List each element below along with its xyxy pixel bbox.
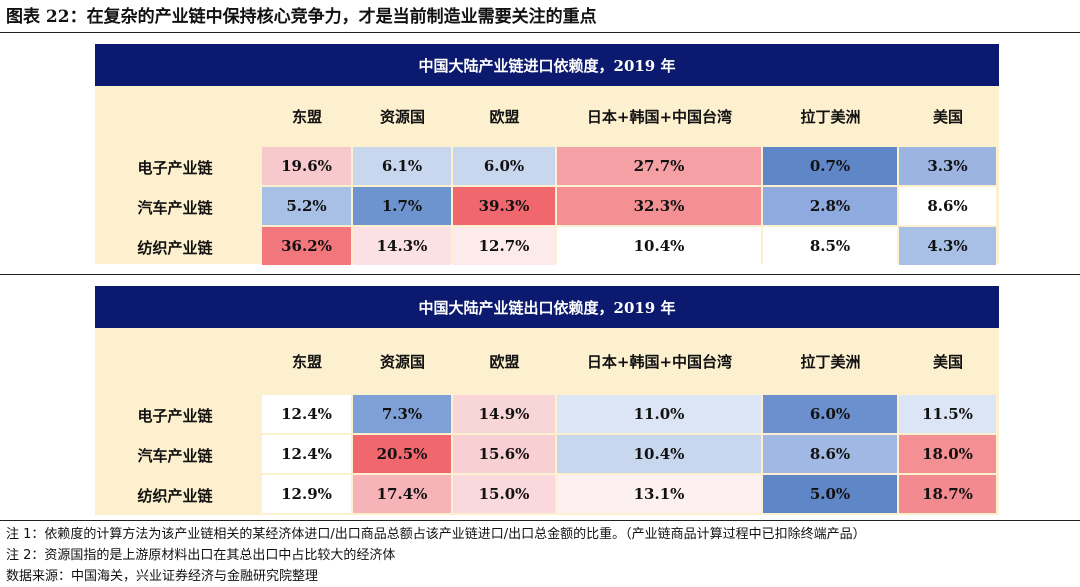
export_table-value-cell: 15.0% (453, 475, 555, 513)
import_table-column-header: 美国 (932, 108, 963, 126)
import_table-value-cell: 10.4% (557, 227, 761, 265)
import_table-value-cell: 12.7% (453, 227, 555, 265)
import_table-column-header: 资源国 (379, 108, 425, 126)
export_table-row-label: 纺织产业链 (137, 486, 213, 505)
import_table-value-cell: 1.7% (353, 187, 451, 225)
export_table-value-cell: 6.0% (763, 395, 897, 433)
export_table-column-header: 拉丁美洲 (800, 353, 861, 371)
import_table-value-cell: 6.0% (453, 147, 555, 185)
export_table-value-cell: 5.0% (763, 475, 897, 513)
export_table-value-cell: 12.9% (262, 475, 351, 513)
export_table-value-cell: 12.4% (262, 395, 351, 433)
import_table-value-cell: 5.2% (262, 187, 351, 225)
top-divider (0, 32, 1080, 33)
export_table-column-header: 东盟 (291, 353, 322, 371)
data-source: 数据来源：中国海关，兴业证券经济与金融研究院整理 (6, 569, 319, 584)
export_table-value-cell: 17.4% (353, 475, 451, 513)
figure-title: 图表 22：在复杂的产业链中保持核心竞争力，才是当前制造业需要关注的重点 (6, 7, 597, 27)
export_table-value-cell: 15.6% (453, 435, 555, 473)
import_table-value-cell: 4.3% (899, 227, 996, 265)
export_table-value-cell: 18.0% (899, 435, 996, 473)
import_table-value-cell: 2.8% (763, 187, 897, 225)
import_table-row-label: 纺织产业链 (137, 238, 213, 257)
import_table-column-header: 拉丁美洲 (800, 108, 861, 126)
import_table-value-cell: 8.5% (763, 227, 897, 265)
import-dependency-table: 中国大陆产业链进口依赖度，2019 年 东盟 资源国 欧盟 日本+韩国+中国台湾 拉丁美… (95, 44, 999, 265)
export_table-value-cell: 11.0% (557, 395, 761, 433)
import_table-value-cell: 14.3% (353, 227, 451, 265)
export_table-column-header: 日本+韩国+中国台湾 (586, 353, 733, 371)
import_table-column-header: 东盟 (291, 108, 322, 126)
import_table-row-label: 汽车产业链 (137, 198, 213, 217)
import-table-title: 中国大陆产业链进口依赖度，2019 年 (95, 44, 999, 86)
note-2: 注 2：资源国指的是上游原材料出口在其总出口中占比较大的经济体 (6, 548, 396, 563)
export_table-value-cell: 7.3% (353, 395, 451, 433)
import_table-value-cell: 36.2% (262, 227, 351, 265)
export_table-value-cell: 12.4% (262, 435, 351, 473)
import_table-value-cell: 32.3% (557, 187, 761, 225)
export_table-row-label: 电子产业链 (137, 406, 213, 425)
import_table-column-header: 欧盟 (489, 108, 520, 126)
export_table-row-label: 汽车产业链 (137, 446, 213, 465)
export_table-value-cell: 11.5% (899, 395, 996, 433)
import_table-column-header: 日本+韩国+中国台湾 (586, 108, 733, 126)
export_table-column-header: 资源国 (379, 353, 425, 371)
export_table-value-cell: 8.6% (763, 435, 897, 473)
export-dependency-table: 中国大陆产业链出口依赖度，2019 年 东盟 资源国 欧盟 日本+韩国+中国台湾 拉丁美… (95, 286, 999, 515)
export_table-value-cell: 18.7% (899, 475, 996, 513)
export-table-title: 中国大陆产业链出口依赖度，2019 年 (95, 286, 999, 328)
export_table-column-header: 美国 (932, 353, 963, 371)
import_table-value-cell: 6.1% (353, 147, 451, 185)
import_table-value-cell: 39.3% (453, 187, 555, 225)
bottom-divider (0, 520, 1080, 521)
export_table-value-cell: 20.5% (353, 435, 451, 473)
note-1: 注 1：依赖度的计算方法为该产业链相关的某经济体进口/出口商品总额占该产业链进口… (6, 527, 866, 542)
import_table-value-cell: 27.7% (557, 147, 761, 185)
import_table-value-cell: 0.7% (763, 147, 897, 185)
export_table-column-header: 欧盟 (489, 353, 520, 371)
footnotes: 注 1：依赖度的计算方法为该产业链相关的某经济体进口/出口商品总额占该产业链进口… (6, 524, 1076, 587)
export_table-value-cell: 13.1% (557, 475, 761, 513)
middle-divider (0, 274, 1080, 275)
import_table-value-cell: 19.6% (262, 147, 351, 185)
export_table-value-cell: 10.4% (557, 435, 761, 473)
export_table-value-cell: 14.9% (453, 395, 555, 433)
import_table-row-label: 电子产业链 (137, 158, 213, 177)
import_table-value-cell: 8.6% (899, 187, 996, 225)
import_table-value-cell: 3.3% (899, 147, 996, 185)
